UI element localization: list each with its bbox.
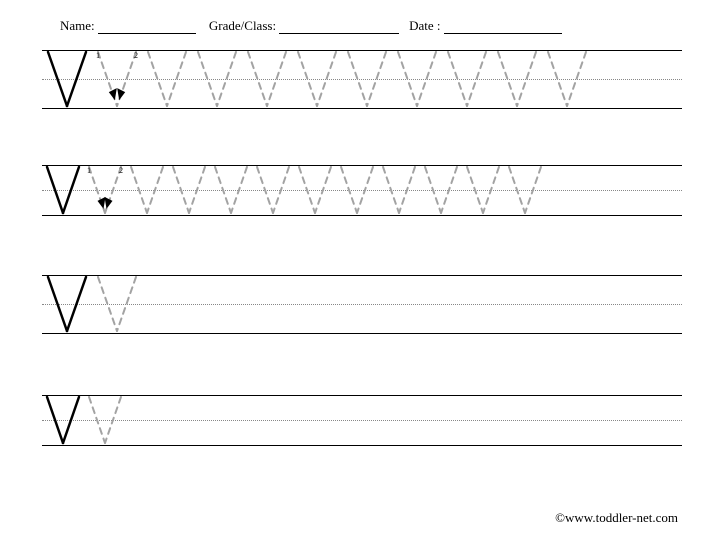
letter-v-dashed — [168, 165, 210, 215]
letter-v-dashed — [84, 395, 126, 445]
letter-v-solid — [42, 395, 84, 445]
letter-v-dashed — [342, 50, 392, 108]
letter-v-dashed — [252, 165, 294, 215]
letter-v-dashed — [126, 165, 168, 215]
row-letters — [42, 275, 142, 333]
row-line-bottom — [42, 108, 682, 109]
letter-v-solid — [42, 50, 92, 108]
letter-v-dashed-guided: 12 — [92, 50, 142, 108]
letter-v-dashed — [142, 50, 192, 108]
letter-v-dashed — [542, 50, 592, 108]
letter-v-dashed — [462, 165, 504, 215]
writing-row-2: 12 — [42, 165, 682, 215]
letter-v-solid — [42, 275, 92, 333]
writing-row-1: 12 — [42, 50, 682, 108]
name-label: Name: — [60, 18, 95, 34]
letter-v-dashed — [92, 275, 142, 333]
letter-v-dashed — [442, 50, 492, 108]
svg-text:2: 2 — [119, 166, 123, 175]
letter-v-dashed — [210, 165, 252, 215]
letter-v-dashed-guided: 12 — [84, 165, 126, 215]
row-line-bottom — [42, 445, 682, 446]
letter-v-dashed — [336, 165, 378, 215]
name-underline — [98, 21, 196, 34]
worksheet-header: Name: Grade/Class: Date : — [60, 18, 562, 34]
footer-credit: ©www.toddler-net.com — [555, 510, 678, 526]
row-line-top — [42, 395, 682, 396]
letter-v-dashed — [192, 50, 242, 108]
letter-v-dashed — [292, 50, 342, 108]
letter-v-dashed — [392, 50, 442, 108]
grade-label: Grade/Class: — [209, 18, 276, 34]
writing-row-4 — [42, 395, 682, 445]
letter-v-dashed — [492, 50, 542, 108]
letter-v-solid — [42, 165, 84, 215]
writing-row-3 — [42, 275, 682, 333]
row-letters — [42, 395, 126, 445]
row-letters: 12 — [42, 50, 592, 108]
letter-v-dashed — [294, 165, 336, 215]
letter-v-dashed — [378, 165, 420, 215]
date-underline — [444, 21, 562, 34]
letter-v-dashed — [242, 50, 292, 108]
row-letters: 12 — [42, 165, 546, 215]
letter-v-dashed — [504, 165, 546, 215]
letter-v-dashed — [420, 165, 462, 215]
row-line-mid — [42, 420, 682, 421]
svg-text:1: 1 — [96, 51, 100, 60]
row-line-bottom — [42, 215, 682, 216]
date-label: Date : — [409, 18, 440, 34]
grade-underline — [279, 21, 399, 34]
svg-text:1: 1 — [87, 166, 91, 175]
row-line-bottom — [42, 333, 682, 334]
svg-text:2: 2 — [134, 51, 138, 60]
